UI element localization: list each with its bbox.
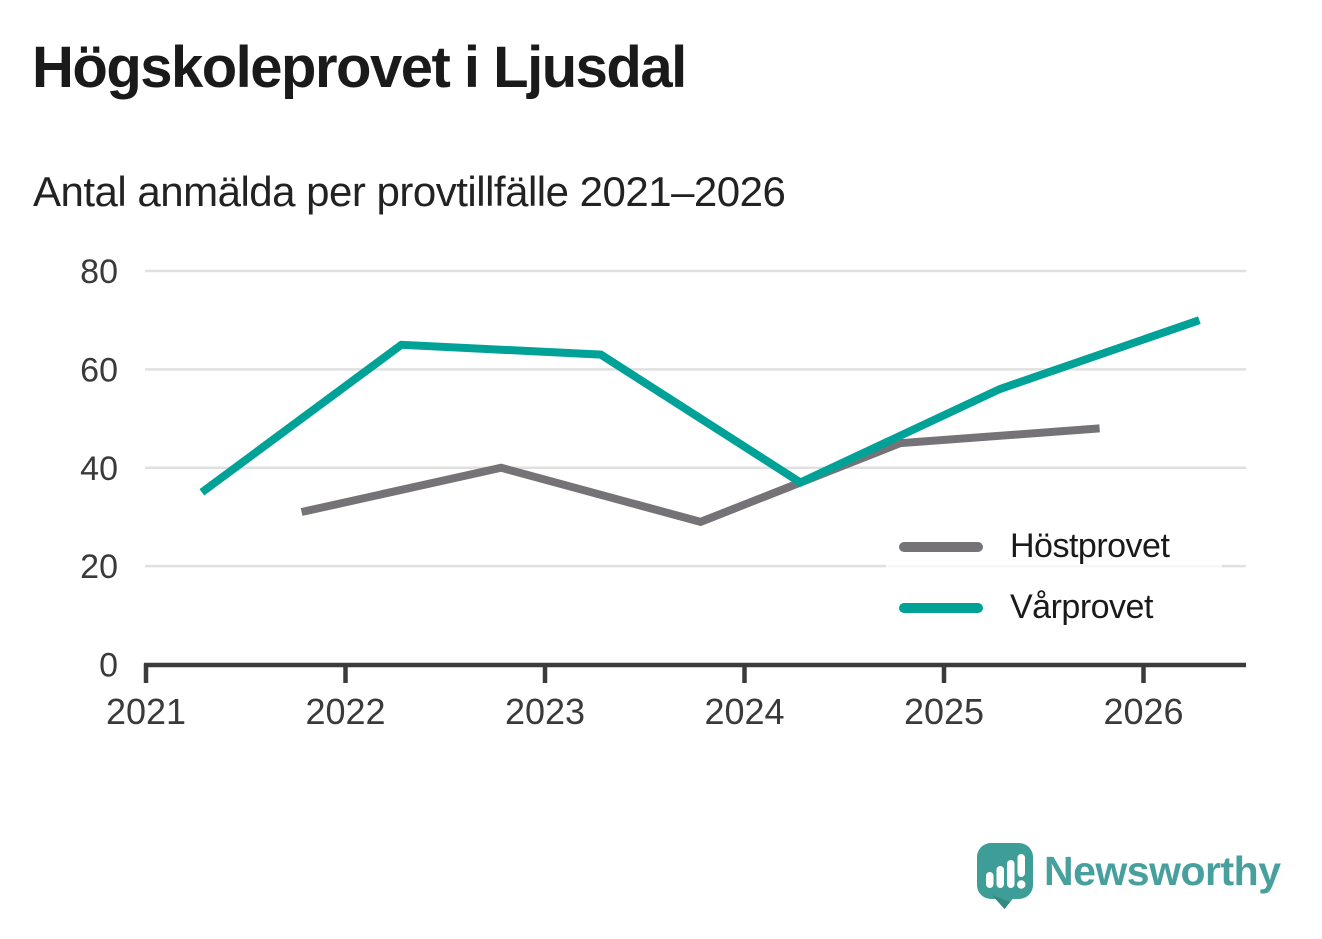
x-tick-label: 2026 (1103, 691, 1183, 732)
x-tick-label: 2023 (505, 691, 585, 732)
legend-item-varprovet: Vårprovet (886, 579, 1222, 636)
series-lines (199, 316, 1201, 527)
y-tick-label: 80 (80, 253, 118, 291)
hostprovet-line-swatch (899, 541, 983, 552)
chart-legend: Höstprovet Vårprovet (886, 516, 1222, 638)
y-tick-label: 20 (80, 548, 118, 586)
x-tick-label: 2024 (704, 691, 784, 732)
newsworthy-wordmark: Newsworthy (1044, 848, 1281, 894)
x-tick-label: 2022 (305, 691, 385, 732)
legend-label-varprovet: Vårprovet (1010, 588, 1153, 626)
y-tick-label: 60 (80, 351, 118, 389)
varprovet-line-swatch (899, 602, 983, 613)
legend-label-hostprovet: Höstprovet (1010, 527, 1170, 565)
legend-item-hostprovet: Höstprovet (886, 518, 1222, 575)
x-axis-tick-labels: 2021 2022 2023 2024 2025 2026 (106, 691, 1184, 732)
newsworthy-speech-bubble-chart-icon (977, 843, 1033, 909)
chart-subtitle: Antal anmälda per provtillfälle 2021–202… (33, 168, 786, 215)
page-title: Högskoleprovet i Ljusdal (32, 35, 687, 100)
x-tick-label: 2025 (904, 691, 984, 732)
y-tick-label: 40 (80, 450, 118, 488)
newsworthy-logo: Newsworthy (977, 843, 1281, 910)
x-axis (143, 662, 1246, 683)
x-tick-label: 2021 (106, 691, 186, 732)
y-tick-label: 0 (99, 647, 118, 685)
y-axis-tick-labels: 0 20 40 60 80 (80, 253, 118, 685)
